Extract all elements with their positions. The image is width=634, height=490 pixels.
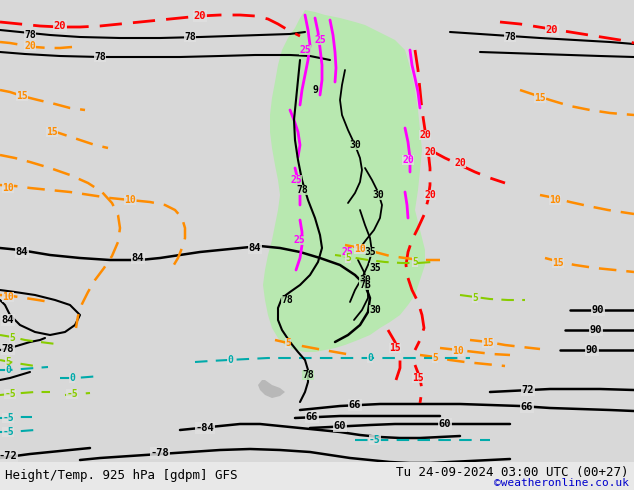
Text: 15: 15 — [46, 127, 58, 137]
Text: 90: 90 — [586, 345, 598, 355]
Text: 30: 30 — [369, 305, 381, 315]
Text: 9: 9 — [312, 85, 318, 95]
Text: 25: 25 — [314, 35, 326, 45]
Text: -5: -5 — [66, 389, 78, 399]
Text: 78: 78 — [184, 32, 196, 42]
Text: -84: -84 — [196, 423, 214, 433]
Text: 60: 60 — [333, 421, 346, 431]
Text: 78: 78 — [94, 52, 106, 62]
Text: 10: 10 — [549, 195, 561, 205]
Text: Tu 24-09-2024 03:00 UTC (00+27): Tu 24-09-2024 03:00 UTC (00+27) — [396, 466, 629, 479]
Text: 66: 66 — [521, 402, 533, 412]
Text: 20: 20 — [424, 147, 436, 157]
Text: 25: 25 — [293, 235, 305, 245]
Text: 0: 0 — [227, 355, 233, 365]
Text: Height/Temp. 925 hPa [gdpm] GFS: Height/Temp. 925 hPa [gdpm] GFS — [5, 468, 238, 482]
Text: 84: 84 — [2, 315, 14, 325]
Text: 72: 72 — [522, 385, 534, 395]
Text: 20: 20 — [402, 155, 414, 165]
Text: 5: 5 — [412, 257, 418, 267]
Text: 15: 15 — [389, 343, 401, 353]
Text: 5: 5 — [472, 293, 478, 303]
Text: -78: -78 — [151, 448, 169, 458]
Text: 78: 78 — [504, 32, 516, 42]
Text: 84: 84 — [16, 247, 29, 257]
Text: 66: 66 — [349, 400, 361, 410]
Text: -5: -5 — [4, 389, 16, 399]
Text: 0: 0 — [367, 353, 373, 363]
Text: 10: 10 — [354, 244, 366, 254]
Text: 60: 60 — [439, 419, 451, 429]
Text: 15: 15 — [534, 93, 546, 103]
Text: 84: 84 — [132, 253, 145, 263]
Text: 84: 84 — [249, 243, 261, 253]
Text: 20: 20 — [419, 130, 431, 140]
Text: 10: 10 — [124, 195, 136, 205]
Text: 35: 35 — [364, 247, 376, 257]
Text: 25: 25 — [290, 175, 302, 185]
Text: 30: 30 — [372, 190, 384, 200]
Text: 30: 30 — [359, 275, 371, 285]
Text: 78: 78 — [2, 344, 14, 354]
Text: 20: 20 — [424, 190, 436, 200]
Text: 10: 10 — [2, 183, 14, 193]
Text: 5: 5 — [5, 357, 11, 367]
Text: 66: 66 — [306, 412, 318, 422]
Text: 7B: 7B — [359, 280, 371, 290]
Text: 15: 15 — [552, 258, 564, 268]
Text: 5: 5 — [285, 338, 291, 348]
Text: 90: 90 — [590, 325, 602, 335]
Text: 25: 25 — [299, 45, 311, 55]
Text: -5: -5 — [2, 413, 14, 423]
Text: 35: 35 — [369, 263, 381, 273]
Text: 20: 20 — [194, 11, 206, 21]
Text: 20: 20 — [24, 41, 36, 51]
Text: 15: 15 — [16, 91, 28, 101]
Text: 5: 5 — [9, 333, 15, 343]
Text: 15: 15 — [482, 338, 494, 348]
Text: -72: -72 — [0, 451, 17, 461]
Text: 20: 20 — [54, 21, 66, 31]
Text: 25: 25 — [341, 247, 353, 257]
Text: 90: 90 — [592, 305, 604, 315]
Text: 10: 10 — [2, 292, 14, 302]
Text: 30: 30 — [349, 140, 361, 150]
Text: 78: 78 — [24, 30, 36, 40]
Text: 20: 20 — [546, 25, 559, 35]
Text: ©weatheronline.co.uk: ©weatheronline.co.uk — [494, 478, 629, 488]
Text: 0: 0 — [69, 373, 75, 383]
Text: 10: 10 — [452, 346, 464, 356]
Text: 78: 78 — [281, 295, 293, 305]
Text: 5: 5 — [345, 253, 351, 263]
Text: 20: 20 — [454, 158, 466, 168]
Text: -5: -5 — [369, 435, 381, 445]
Bar — [0, 462, 634, 490]
Text: 5: 5 — [432, 353, 438, 363]
Text: 15: 15 — [412, 373, 424, 383]
Text: -5: -5 — [2, 427, 14, 437]
Text: 0: 0 — [5, 365, 11, 375]
Text: 78: 78 — [296, 185, 308, 195]
Text: 78: 78 — [302, 370, 314, 380]
